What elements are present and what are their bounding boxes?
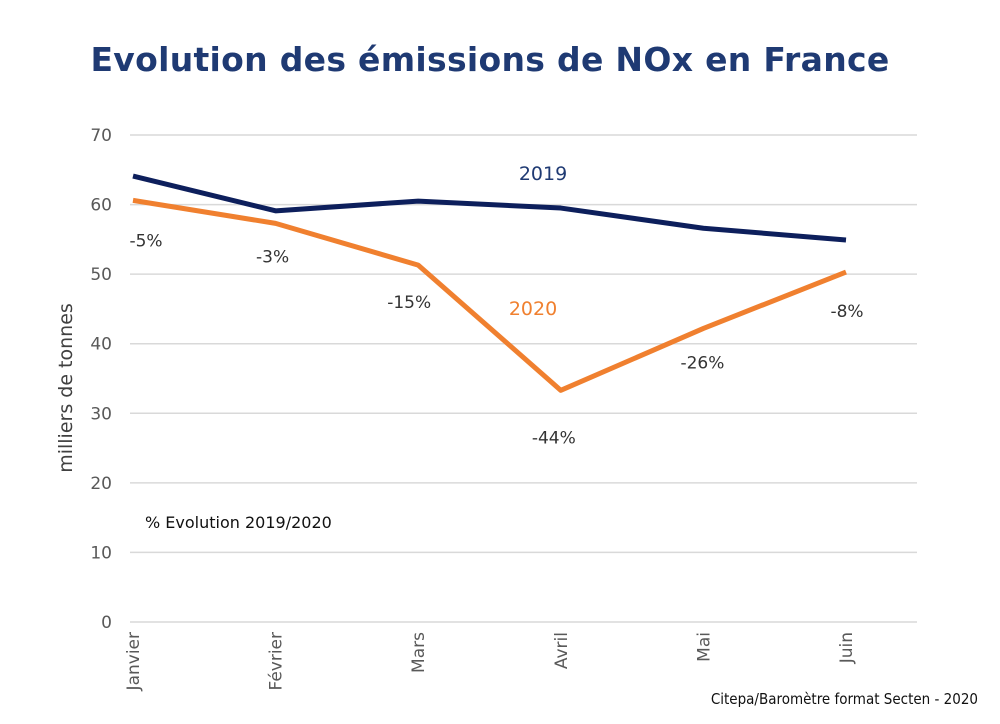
- evolution-label: -15%: [387, 293, 431, 313]
- y-tick-label: 20: [90, 474, 112, 494]
- y-tick-label: 10: [90, 543, 112, 563]
- x-tick-label: Mars: [409, 632, 429, 673]
- x-tick-label: Juin: [837, 632, 857, 664]
- annotation-title: % Evolution 2019/2020: [145, 513, 332, 532]
- series-label-2020: 2020: [509, 298, 557, 320]
- x-tick-label: Avril: [552, 632, 572, 669]
- y-tick-label: 60: [90, 196, 112, 216]
- y-tick-label: 50: [90, 265, 112, 285]
- source-note: Citepa/Baromètre format Secten - 2020: [710, 690, 978, 708]
- evolution-label: -26%: [680, 353, 724, 373]
- y-tick-label: 0: [101, 613, 112, 633]
- y-axis-label: milliers de tonnes: [55, 303, 77, 473]
- series-line-2019: [132, 173, 847, 243]
- y-tick-label: 70: [90, 126, 112, 146]
- x-tick-label: Février: [267, 632, 287, 691]
- evolution-label: -8%: [830, 302, 863, 322]
- y-tick-label: 40: [90, 335, 112, 355]
- evolution-label: -5%: [129, 231, 162, 251]
- chart-title: Evolution des émissions de NOx en France: [90, 40, 890, 79]
- x-tick-label: Janvier: [124, 632, 144, 691]
- series-label-2019: 2019: [519, 163, 567, 185]
- x-tick-label: Mai: [694, 632, 714, 662]
- evolution-label: -3%: [256, 247, 289, 267]
- y-tick-label: 30: [90, 404, 112, 424]
- series-line-2020: [132, 197, 847, 393]
- evolution-label: -44%: [532, 428, 576, 448]
